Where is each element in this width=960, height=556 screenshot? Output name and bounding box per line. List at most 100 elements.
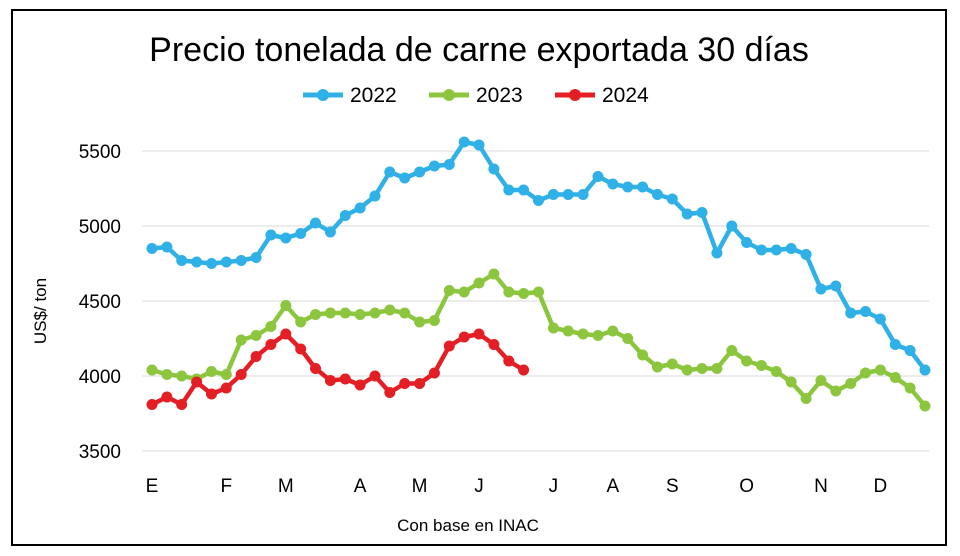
data-point-2022 bbox=[845, 307, 857, 319]
data-point-2022 bbox=[310, 217, 321, 229]
data-point-2024 bbox=[458, 331, 470, 343]
data-point-2023 bbox=[651, 361, 663, 373]
data-point-2022 bbox=[904, 345, 916, 356]
data-point-2023 bbox=[637, 349, 649, 361]
data-point-2022 bbox=[458, 136, 470, 148]
data-point-2023 bbox=[265, 321, 277, 332]
data-point-2022 bbox=[503, 184, 515, 196]
data-point-2023 bbox=[503, 286, 515, 298]
data-point-2023 bbox=[295, 316, 307, 328]
data-point-2023 bbox=[488, 268, 500, 280]
data-point-2024 bbox=[250, 351, 262, 362]
legend-label-2022: 2022 bbox=[350, 84, 397, 107]
data-point-2022 bbox=[726, 220, 738, 232]
data-point-2022 bbox=[919, 364, 931, 376]
data-point-2022 bbox=[666, 193, 678, 205]
data-point-2022 bbox=[488, 163, 500, 175]
data-point-2022 bbox=[547, 189, 559, 200]
data-point-2022 bbox=[770, 244, 782, 256]
data-point-2023 bbox=[741, 355, 753, 367]
data-point-2022 bbox=[250, 252, 262, 263]
data-point-2022 bbox=[533, 195, 544, 206]
data-point-2022 bbox=[354, 202, 366, 214]
data-point-2023 bbox=[592, 330, 604, 341]
data-point-2023 bbox=[280, 300, 292, 311]
data-point-2022 bbox=[176, 255, 188, 266]
data-point-2023 bbox=[874, 364, 886, 376]
data-point-2022 bbox=[473, 139, 485, 151]
line-chart: Precio tonelada de carne exportada 30 dí… bbox=[31, 31, 931, 535]
data-point-2023 bbox=[845, 378, 857, 389]
chart-title: Precio tonelada de carne exportada 30 dí… bbox=[149, 31, 809, 69]
data-point-2022 bbox=[607, 178, 619, 190]
data-point-2023 bbox=[681, 364, 693, 376]
data-point-2023 bbox=[443, 285, 455, 296]
x-tick-label: A bbox=[354, 476, 367, 497]
data-point-2024 bbox=[265, 339, 277, 350]
data-point-2024 bbox=[354, 379, 366, 391]
data-point-2022 bbox=[889, 339, 901, 350]
x-axis-label: Con base en INAC bbox=[397, 516, 539, 535]
data-point-2023 bbox=[533, 286, 544, 298]
data-point-2024 bbox=[428, 367, 440, 379]
data-point-2022 bbox=[860, 306, 871, 317]
data-point-2023 bbox=[324, 307, 336, 319]
data-point-2023 bbox=[800, 393, 812, 404]
data-point-2022 bbox=[696, 207, 708, 218]
x-tick-label: E bbox=[146, 476, 159, 497]
legend-item-2022: 2022 bbox=[303, 84, 397, 107]
data-point-2023 bbox=[860, 367, 871, 379]
data-point-2024 bbox=[473, 328, 485, 340]
data-point-2023 bbox=[473, 277, 485, 289]
data-point-2024 bbox=[324, 375, 336, 386]
legend-label-2023: 2023 bbox=[476, 84, 523, 107]
legend: 2022 2023 2024 bbox=[303, 84, 649, 107]
data-point-2022 bbox=[161, 241, 173, 253]
data-point-2024 bbox=[443, 340, 455, 352]
data-point-2022 bbox=[637, 181, 649, 193]
data-point-2023 bbox=[458, 286, 470, 298]
series-2022 bbox=[146, 136, 931, 376]
legend-item-2024: 2024 bbox=[555, 84, 649, 107]
data-point-2022 bbox=[146, 243, 158, 254]
x-tick-label: O bbox=[739, 476, 754, 497]
data-point-2022 bbox=[399, 172, 411, 184]
data-point-2023 bbox=[339, 307, 351, 319]
y-tick-label: 4500 bbox=[79, 292, 121, 313]
data-point-2022 bbox=[785, 243, 797, 254]
data-point-2024 bbox=[146, 399, 158, 410]
data-point-2023 bbox=[904, 382, 916, 394]
data-point-2023 bbox=[250, 330, 262, 341]
data-point-2022 bbox=[651, 189, 663, 200]
y-tick-label: 5500 bbox=[79, 142, 121, 163]
data-point-2023 bbox=[830, 385, 842, 397]
data-point-2024 bbox=[220, 382, 232, 394]
x-tick-label: A bbox=[606, 476, 619, 497]
data-point-2022 bbox=[874, 313, 886, 325]
data-point-2024 bbox=[206, 388, 217, 400]
data-point-2022 bbox=[711, 247, 723, 259]
data-point-2022 bbox=[191, 256, 203, 268]
data-point-2022 bbox=[800, 249, 812, 260]
data-point-2022 bbox=[518, 184, 530, 196]
data-point-2024 bbox=[369, 370, 381, 382]
data-point-2022 bbox=[265, 229, 277, 241]
data-point-2023 bbox=[711, 363, 723, 374]
y-axis-ticks: 3500 4000 4500 5000 5500 bbox=[79, 142, 121, 463]
data-point-2023 bbox=[220, 369, 232, 380]
data-point-2023 bbox=[562, 325, 574, 337]
x-tick-label: M bbox=[278, 476, 294, 497]
data-point-2024 bbox=[235, 369, 247, 380]
data-point-2023 bbox=[428, 315, 440, 326]
data-point-2024 bbox=[176, 399, 188, 410]
x-tick-label: J bbox=[549, 476, 559, 497]
x-tick-label: N bbox=[814, 476, 828, 497]
data-point-2024 bbox=[384, 387, 396, 398]
data-point-2023 bbox=[235, 334, 247, 346]
data-point-2023 bbox=[889, 372, 901, 383]
data-point-2023 bbox=[369, 307, 381, 319]
data-point-2022 bbox=[369, 190, 381, 202]
data-point-2024 bbox=[399, 378, 411, 389]
y-axis-label: US$/ ton bbox=[31, 278, 50, 344]
